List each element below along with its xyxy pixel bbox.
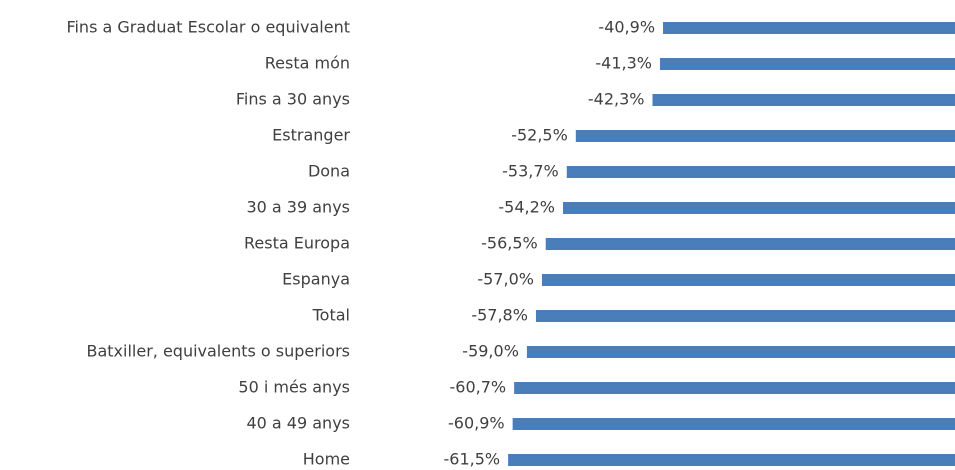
bar [660,58,955,70]
bar [575,130,955,142]
bar [545,238,955,250]
value-label: -54,2% [498,198,555,217]
bar [563,202,955,214]
category-label: 50 i més anys [238,378,350,397]
value-label: -61,5% [444,450,501,469]
value-label: -52,5% [511,126,568,145]
bar [663,22,955,34]
value-label: -53,7% [502,162,559,181]
bar [514,382,955,394]
value-label: -59,0% [462,342,519,361]
category-label: Espanya [282,270,350,289]
bar [566,166,955,178]
value-label: -42,3% [588,90,645,109]
category-label: 40 a 49 anys [246,414,350,433]
category-label: Estranger [272,126,350,145]
value-label: -41,3% [595,54,652,73]
value-label: -56,5% [481,234,538,253]
category-label: Fins a Graduat Escolar o equivalent [66,18,350,37]
category-label: Dona [308,162,350,181]
value-label: -60,7% [450,378,507,397]
bar [652,94,955,106]
category-label: Batxiller, equivalents o superiors [86,342,350,361]
value-label: -60,9% [448,414,505,433]
category-label: Home [303,450,350,469]
category-label: Fins a 30 anys [236,90,350,109]
value-label: -57,8% [471,306,528,325]
value-label: -40,9% [598,18,655,37]
bar [526,346,955,358]
category-label: Resta Europa [244,234,350,253]
category-label: Total [312,306,350,325]
bar [512,418,955,430]
bar [508,454,955,466]
category-label: Resta món [265,54,350,73]
value-label: -57,0% [477,270,534,289]
bar [541,274,955,286]
category-label: 30 a 39 anys [246,198,350,217]
bar [535,310,955,322]
